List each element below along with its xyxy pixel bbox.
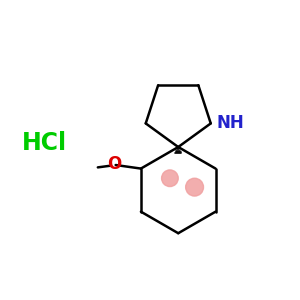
- Text: O: O: [107, 155, 121, 173]
- Circle shape: [186, 178, 203, 196]
- Text: HCl: HCl: [22, 130, 67, 154]
- Text: NH: NH: [216, 114, 244, 132]
- Circle shape: [162, 170, 178, 187]
